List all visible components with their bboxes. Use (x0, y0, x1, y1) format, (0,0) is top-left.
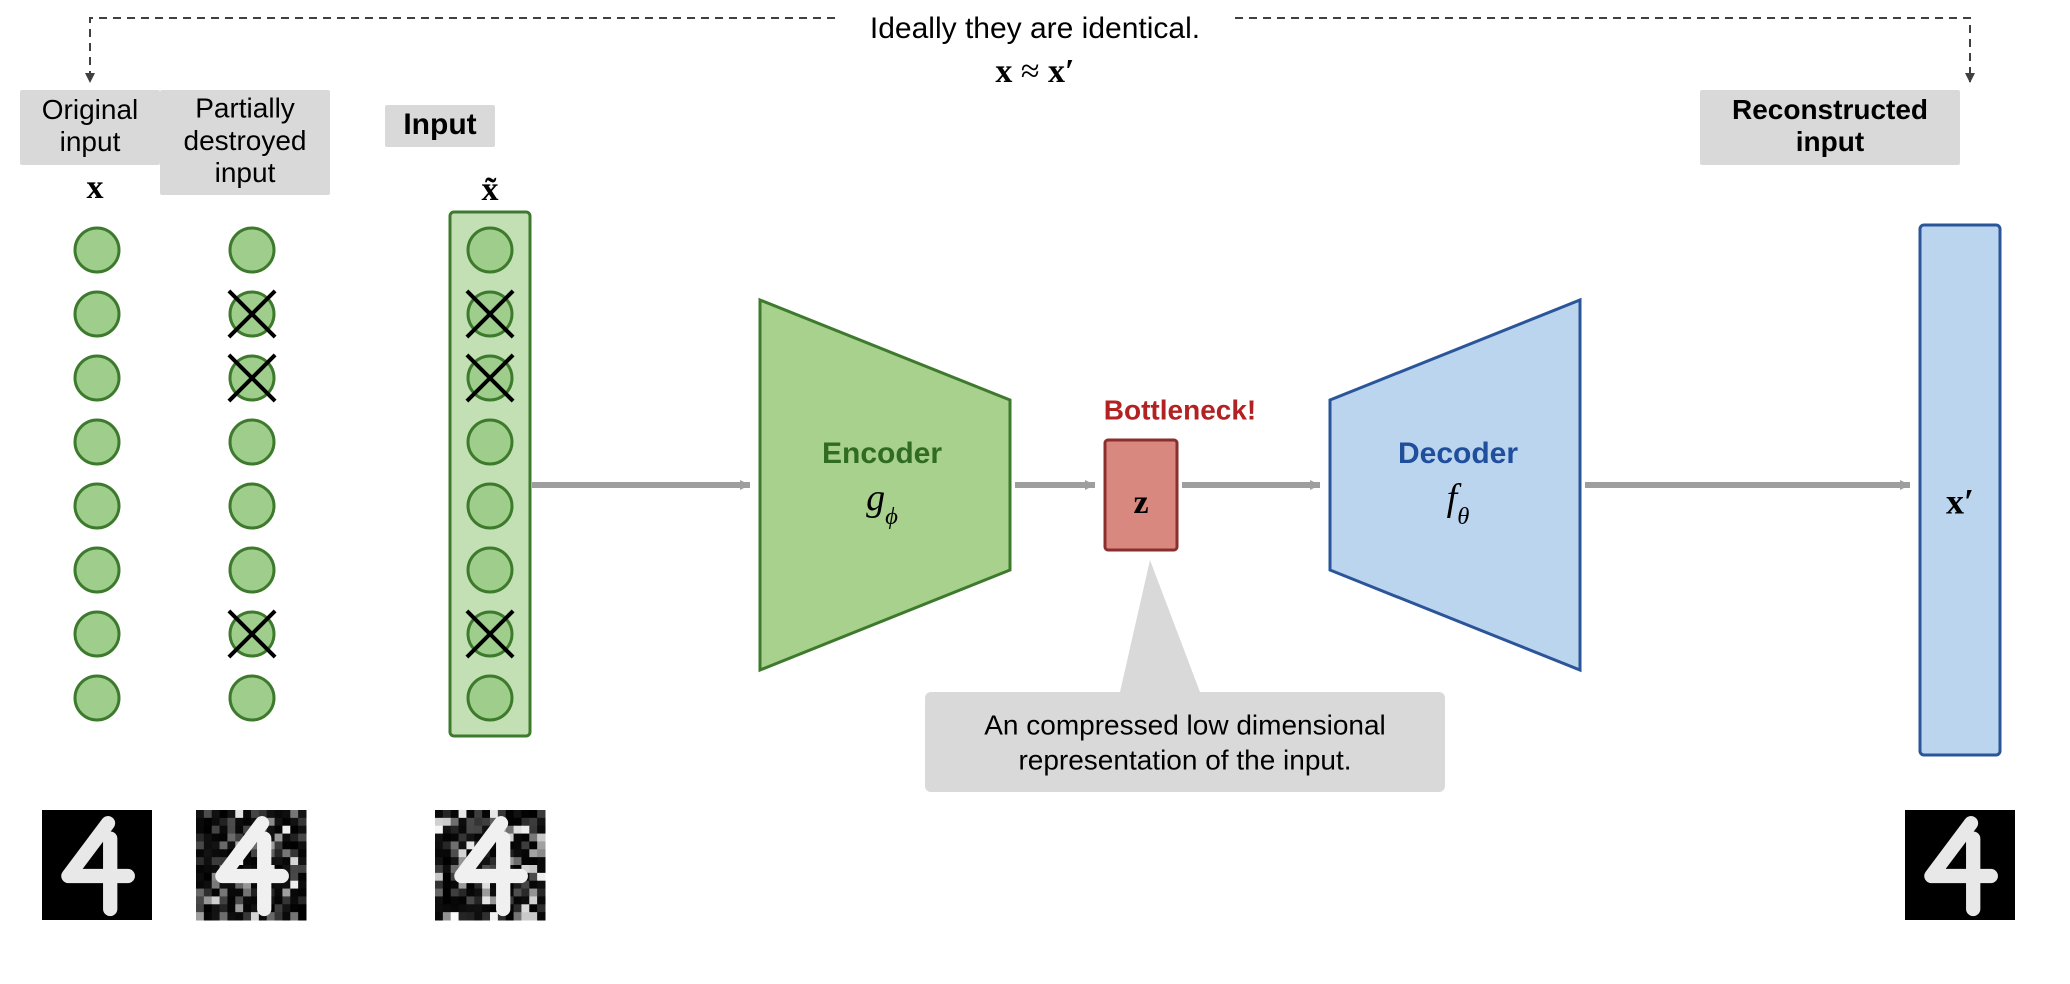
col-original-node (75, 548, 119, 592)
callout-box (925, 692, 1445, 792)
label-original-line1: Original (42, 94, 138, 125)
col-original-node (75, 420, 119, 464)
col-input-node (468, 676, 512, 720)
col-input-node (468, 420, 512, 464)
col-original-node (75, 292, 119, 336)
identity-arrow-left (90, 18, 835, 82)
col-partial-node (230, 420, 274, 464)
digit-original (42, 810, 152, 920)
identity-caption: Ideally they are identical. (870, 12, 1200, 45)
col-input-node (468, 228, 512, 272)
label-input-line1: Input (403, 108, 476, 141)
col-partial-node (230, 676, 274, 720)
digit-partial (196, 810, 307, 921)
identity-arrow-right (1235, 18, 1970, 82)
label-reconstructed-line2: input (1796, 126, 1864, 157)
symbol-x: x (87, 169, 104, 206)
symbol-x-tilde: x̃ (482, 171, 499, 208)
col-original-node (75, 228, 119, 272)
symbol-x-prime: x′ (1946, 481, 1974, 521)
callout-line1: An compressed low dimensional (984, 709, 1386, 740)
col-original-node (75, 676, 119, 720)
col-input-node (468, 548, 512, 592)
col-input-node (468, 484, 512, 528)
callout-pointer (1120, 560, 1200, 692)
col-partial-node (230, 548, 274, 592)
col-partial-node (230, 484, 274, 528)
label-original-line2: input (60, 126, 121, 157)
digit-output (1905, 810, 2015, 920)
label-partial-line1: Partially (195, 93, 295, 124)
col-original-node (75, 612, 119, 656)
decoder-label: Decoder (1398, 437, 1518, 470)
col-original-node (75, 356, 119, 400)
label-reconstructed-line1: Reconstructed (1732, 94, 1928, 125)
identity-equation: x ≈ x′ (995, 53, 1074, 90)
symbol-z: z (1133, 484, 1148, 521)
bottleneck-title: Bottleneck! (1104, 394, 1256, 425)
col-partial-node (230, 228, 274, 272)
callout-line2: representation of the input. (1018, 744, 1351, 775)
encoder-label: Encoder (822, 437, 942, 470)
label-partial-line2: destroyed (184, 125, 307, 156)
label-partial-line3: input (215, 157, 276, 188)
col-original-node (75, 484, 119, 528)
digit-input (435, 810, 546, 921)
